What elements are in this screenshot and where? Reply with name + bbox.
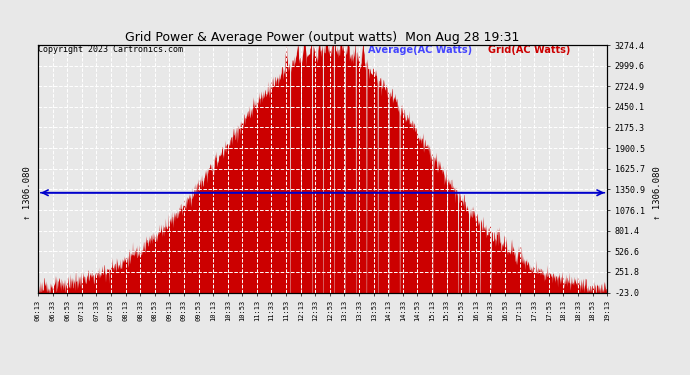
Text: Grid(AC Watts): Grid(AC Watts) [488,45,570,55]
Text: ↑ 1306.080: ↑ 1306.080 [23,166,32,220]
Title: Grid Power & Average Power (output watts)  Mon Aug 28 19:31: Grid Power & Average Power (output watts… [126,31,520,44]
Text: Average(AC Watts): Average(AC Watts) [368,45,472,55]
Text: Copyright 2023 Cartronics.com: Copyright 2023 Cartronics.com [38,45,183,54]
Text: ↑ 1306.080: ↑ 1306.080 [653,166,662,220]
